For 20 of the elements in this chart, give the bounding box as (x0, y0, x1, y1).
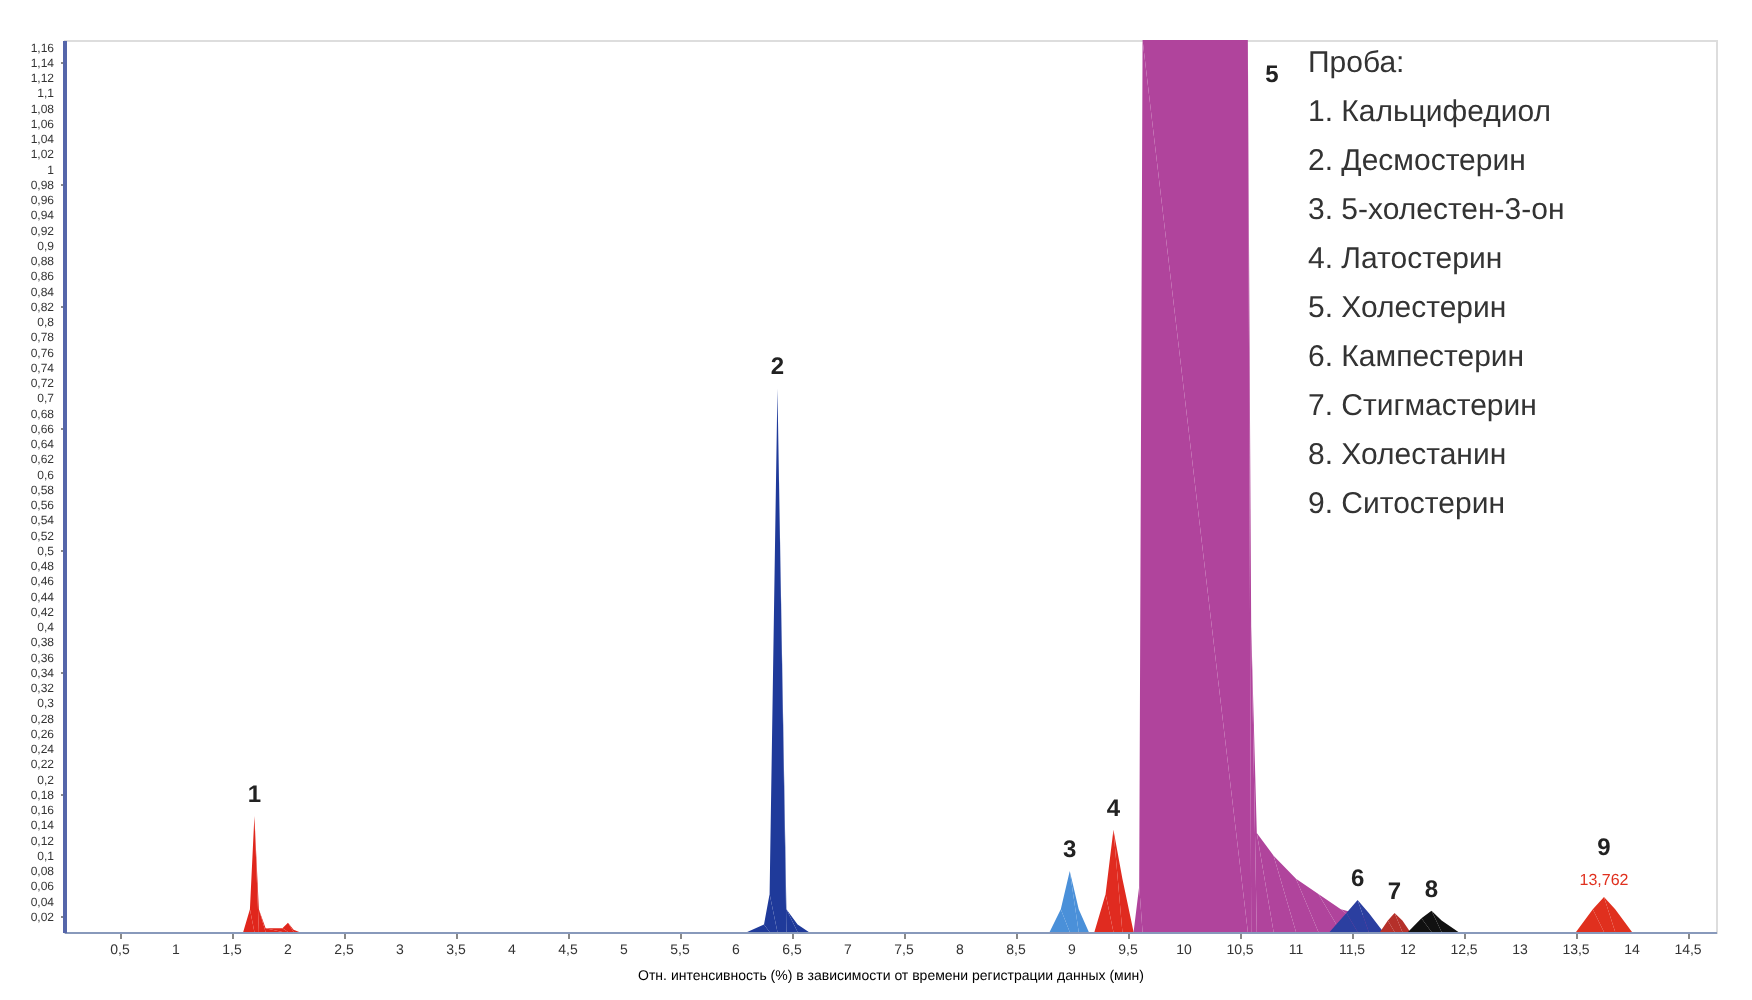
annotation: 4. Латостерин (1308, 242, 1503, 276)
annotation: 2. Десмостерин (1308, 144, 1526, 178)
annotation: 7. Стигмастерин (1308, 389, 1537, 423)
annotation: 9 (1597, 832, 1612, 861)
annotation: 13,762 (1579, 870, 1630, 889)
annotation: 7 (1387, 876, 1402, 905)
annotation: 4 (1106, 793, 1121, 822)
annotation: 6. Кампестерин (1308, 340, 1525, 374)
annotation: 3 (1063, 835, 1078, 864)
annotation: 9. Ситостерин (1308, 487, 1505, 521)
annotation: 8. Холестанин (1308, 438, 1507, 472)
annotation: 2 (770, 352, 785, 381)
annotation: 3. 5-холестен-3-он (1308, 193, 1565, 227)
annotation: 1 (247, 780, 262, 809)
annotation: 5 (1265, 60, 1280, 88)
annotation: 8 (1424, 874, 1439, 903)
annotation: 6 (1350, 863, 1365, 892)
annotation: Проба: (1308, 46, 1405, 80)
annotation: 5. Холестерин (1308, 291, 1507, 325)
annotation: 1. Кальцифедиол (1308, 95, 1552, 129)
